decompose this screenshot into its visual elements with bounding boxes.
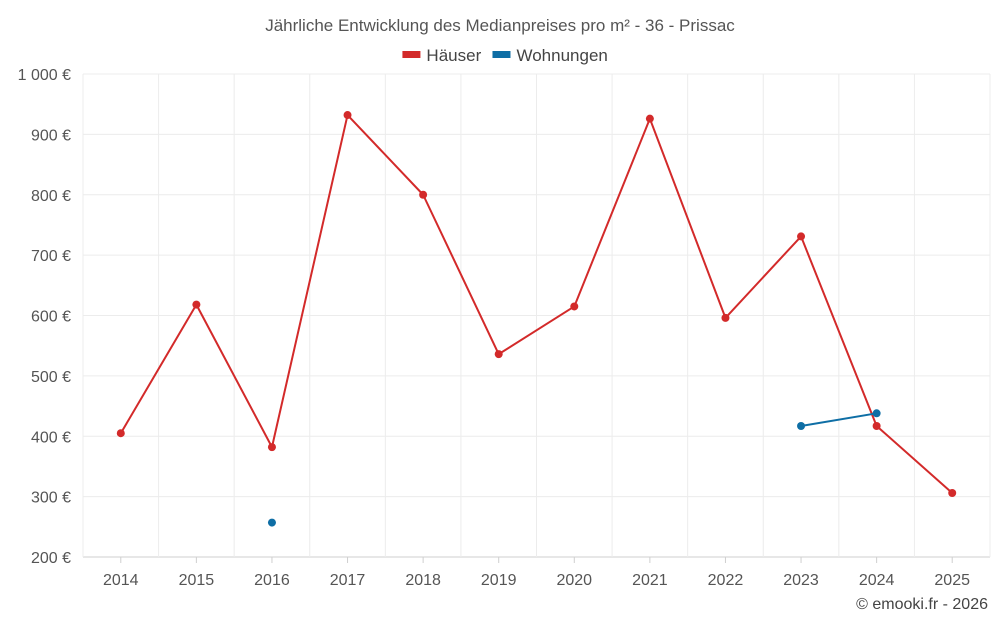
x-tick-label: 2021 bbox=[632, 572, 668, 589]
data-point[interactable] bbox=[721, 313, 730, 322]
series-line bbox=[800, 412, 877, 427]
data-point[interactable] bbox=[419, 190, 428, 199]
x-axis: 2014 2015 2016 2017 2018 2019 2020 2021 2022 2023… bbox=[103, 572, 970, 589]
grid bbox=[82, 73, 991, 563]
y-tick-label: 600 € bbox=[31, 309, 71, 326]
y-tick-label: 900 € bbox=[31, 127, 71, 144]
data-point[interactable] bbox=[267, 518, 276, 527]
data-point[interactable] bbox=[872, 421, 881, 430]
legend-label: Wohnungen bbox=[516, 46, 607, 65]
x-tick-label: 2016 bbox=[254, 572, 290, 589]
data-point[interactable] bbox=[872, 409, 881, 418]
x-tick-label: 2022 bbox=[708, 572, 744, 589]
x-tick-label: 2017 bbox=[330, 572, 366, 589]
y-tick-label: 300 € bbox=[31, 490, 71, 507]
data-point[interactable] bbox=[343, 111, 352, 120]
y-tick-label: 400 € bbox=[31, 429, 71, 446]
x-tick-label: 2025 bbox=[934, 572, 970, 589]
data-point[interactable] bbox=[494, 350, 503, 359]
legend: Häuser Wohnungen bbox=[402, 46, 608, 65]
y-tick-label: 800 € bbox=[31, 188, 71, 205]
data-point[interactable] bbox=[797, 232, 806, 241]
chart-title: Jährliche Entwicklung des Medianpreises … bbox=[265, 16, 735, 35]
legend-item[interactable]: Wohnungen bbox=[492, 46, 608, 65]
data-point[interactable] bbox=[797, 421, 806, 430]
x-tick-label: 2014 bbox=[103, 572, 139, 589]
x-tick-label: 2020 bbox=[556, 572, 592, 589]
data-point[interactable] bbox=[116, 429, 125, 438]
series-wohnungen bbox=[267, 409, 881, 527]
y-tick-label: 700 € bbox=[31, 248, 71, 265]
legend-swatch bbox=[492, 51, 511, 58]
legend-label: Häuser bbox=[426, 46, 481, 65]
credit-text: © emooki.fr - 2026 bbox=[856, 596, 988, 613]
legend-swatch bbox=[402, 51, 421, 58]
y-tick-label: 200 € bbox=[31, 550, 71, 567]
series-häuser bbox=[116, 111, 957, 498]
series-line bbox=[119, 114, 953, 494]
series-layer bbox=[116, 111, 957, 527]
x-tick-label: 2019 bbox=[481, 572, 517, 589]
data-point[interactable] bbox=[192, 300, 201, 309]
x-tick-label: 2023 bbox=[783, 572, 819, 589]
x-tick-label: 2018 bbox=[405, 572, 441, 589]
x-tick-label: 2024 bbox=[859, 572, 895, 589]
y-tick-label: 1 000 € bbox=[18, 67, 71, 84]
data-point[interactable] bbox=[948, 489, 957, 498]
data-point[interactable] bbox=[267, 443, 276, 452]
data-point[interactable] bbox=[645, 114, 654, 123]
x-tick-label: 2015 bbox=[179, 572, 215, 589]
y-tick-label: 500 € bbox=[31, 369, 71, 386]
y-axis: 200 € 300 € 400 € 500 € 600 € 700 € 800 € 900 €… bbox=[18, 67, 71, 567]
data-point[interactable] bbox=[570, 302, 579, 311]
legend-item[interactable]: Häuser bbox=[402, 46, 482, 65]
